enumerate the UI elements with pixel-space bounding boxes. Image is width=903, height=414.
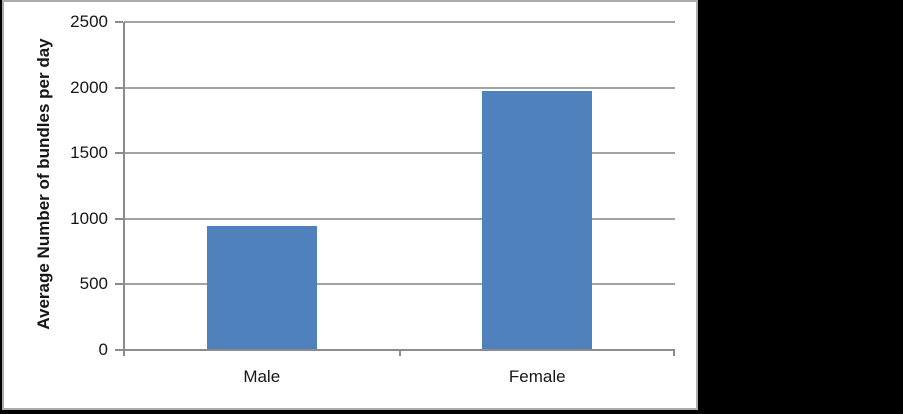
gridline-2000 [124, 86, 675, 89]
y-tick-mark-1000 [115, 217, 123, 220]
gridline-1500 [124, 152, 675, 154]
y-axis-title-text: Average Number of bundles per day [34, 38, 53, 330]
gridline-1000 [124, 217, 675, 220]
y-tick-mark-500 [115, 283, 123, 285]
y-tick-mark-0 [115, 348, 123, 351]
y-tick-label-0: 0 [98, 339, 108, 359]
y-tick-label-2000: 2000 [70, 77, 108, 97]
gridline-2500 [124, 21, 675, 23]
y-tick-label-1000: 1000 [70, 208, 108, 228]
x-tick-mark-1 [398, 350, 401, 356]
x-tick-mark-2 [673, 350, 675, 356]
y-tick-label-2500: 2500 [70, 12, 108, 31]
y-tick-mark-1500 [115, 152, 123, 154]
y-tick-mark-2000 [115, 86, 123, 89]
bar-male [206, 226, 317, 350]
gridline-500 [124, 283, 675, 285]
y-tick-label-1500: 1500 [70, 143, 108, 162]
category-label-female: Female [508, 367, 566, 386]
category-label-male: Male [243, 367, 281, 386]
x-tick-mark-0 [123, 350, 125, 356]
y-tick-label-500: 500 [79, 274, 108, 293]
y-axis-line [123, 22, 125, 356]
y-tick-mark-2500 [115, 21, 123, 23]
bar-female [482, 91, 593, 350]
